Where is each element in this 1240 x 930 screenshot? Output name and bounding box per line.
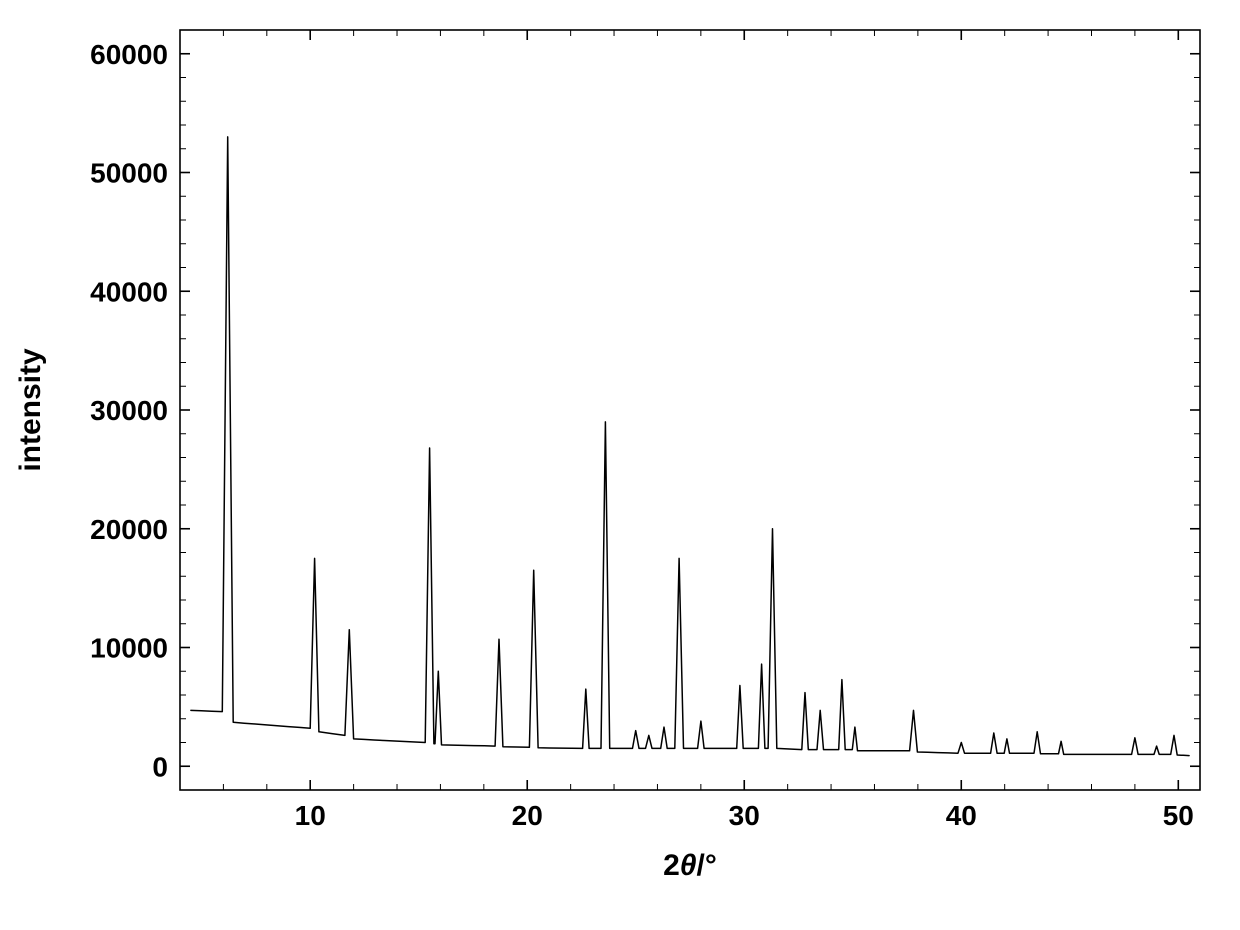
x-tick-label: 40 [946,800,977,831]
y-tick-label: 50000 [90,158,168,189]
xrd-trace [191,137,1189,756]
x-axis-label: 2θ/° [663,849,717,882]
x-tick-label: 20 [512,800,543,831]
y-tick-label: 20000 [90,514,168,545]
y-tick-label: 40000 [90,276,168,307]
chart-svg: 10 20 30 40 50 0 10000 20000 30000 40000 50000 6000… [0,0,1240,930]
plot-frame [180,30,1200,790]
x-tick-label: 50 [1163,800,1194,831]
xrd-chart: 10 20 30 40 50 0 10000 20000 30000 40000 50000 6000… [0,0,1240,930]
y-tick-label: 10000 [90,633,168,664]
y-tick-label: 0 [152,751,168,782]
y-tick-label: 60000 [90,39,168,70]
x-tick-label: 10 [295,800,326,831]
y-axis-label: intensity [14,348,47,472]
x-tick-label: 30 [729,800,760,831]
y-tick-label: 30000 [90,395,168,426]
